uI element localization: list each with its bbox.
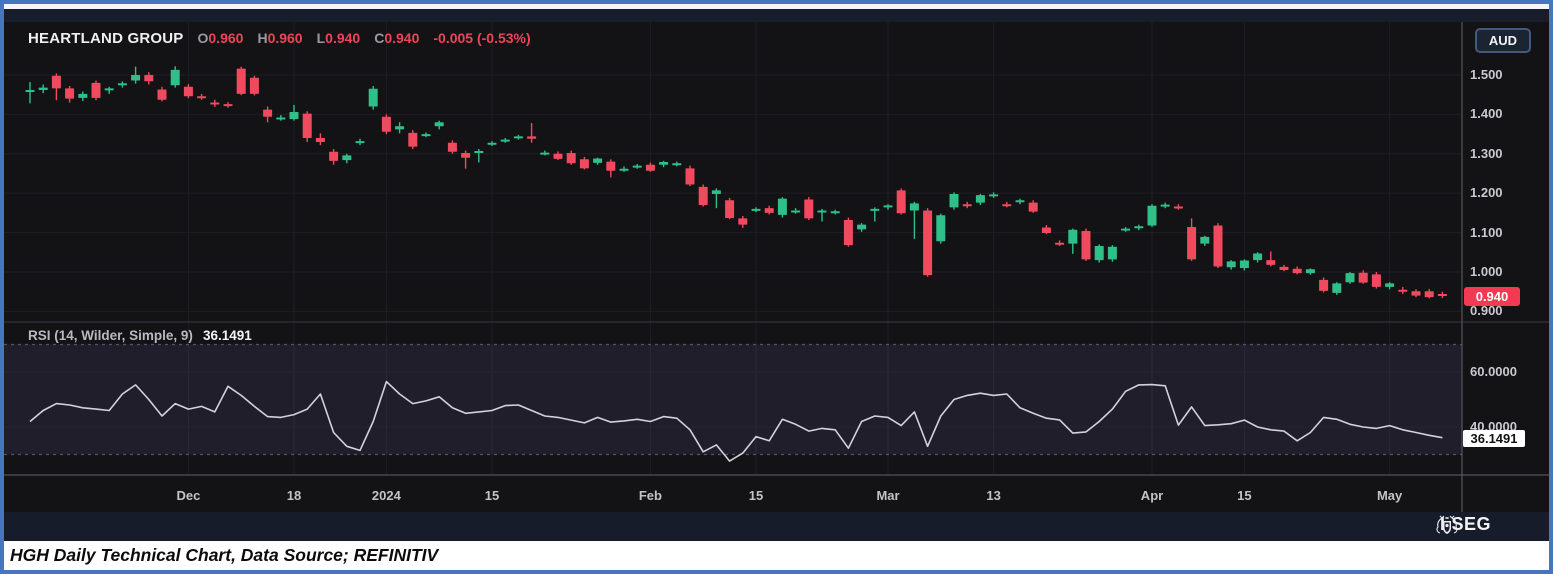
rsi-axis-label: 60.0000	[1470, 364, 1517, 379]
price-axis-label: 1.200	[1470, 185, 1503, 201]
time-axis-tick: 13	[986, 488, 1001, 503]
caption-bar: HGH Daily Technical Chart, Data Source; …	[4, 541, 1549, 570]
low-value: L0.940	[316, 30, 361, 46]
price-axis-label: 1.300	[1470, 145, 1503, 161]
time-axis-tick: Apr	[1140, 488, 1164, 503]
rsi-settings-label: RSI (14, Wilder, Simple, 9)	[28, 328, 193, 343]
change-value: -0.005 (-0.53%)	[433, 30, 531, 46]
chart-caption: HGH Daily Technical Chart, Data Source; …	[10, 545, 439, 565]
chart-legend: HEARTLAND GROUP O0.960 H0.960 L0.940 C0.…	[28, 30, 531, 47]
symbol-name: HEARTLAND GROUP	[28, 30, 184, 47]
rsi-current-value: 36.1491	[202, 328, 252, 343]
chart-footer-band	[4, 512, 1549, 541]
time-axis-tick: 2024	[371, 488, 401, 503]
time-axis-tick: May	[1376, 488, 1403, 503]
time-axis-tick: 18	[286, 488, 302, 503]
last-price-badge: 0.940	[1464, 286, 1520, 306]
plot-svg[interactable]	[4, 22, 1549, 512]
time-axis-tick: 15	[1237, 488, 1252, 503]
chart-canvas[interactable]: HEARTLAND GROUP O0.960 H0.960 L0.940 C0.…	[4, 22, 1549, 541]
time-axis-tick: Mar	[876, 488, 900, 503]
price-axis-label: 1.500	[1470, 66, 1503, 82]
time-axis-tick: 15	[484, 488, 500, 503]
time-axis-tick: Feb	[638, 488, 662, 503]
price-axis-label: 1.400	[1470, 106, 1503, 122]
lseg-branding: LSEG	[1432, 514, 1491, 535]
high-value: H0.960	[257, 30, 303, 46]
rsi-value-badge: 36.1491	[1463, 429, 1525, 447]
time-axis-tick: 15	[748, 488, 764, 503]
top-gap	[4, 4, 1549, 9]
open-value: O0.960	[197, 30, 244, 46]
close-value: C0.940	[374, 30, 420, 46]
rsi-legend: RSI (14, Wilder, Simple, 9) 36.1491	[28, 328, 252, 343]
time-axis-tick: Dec	[176, 488, 201, 503]
window-top-band	[4, 9, 1549, 22]
price-axis-label: 1.000	[1470, 263, 1503, 279]
price-axis-label: 1.100	[1470, 224, 1503, 240]
price-axis-label: 0.900	[1470, 303, 1503, 319]
currency-badge[interactable]: AUD	[1474, 28, 1531, 53]
